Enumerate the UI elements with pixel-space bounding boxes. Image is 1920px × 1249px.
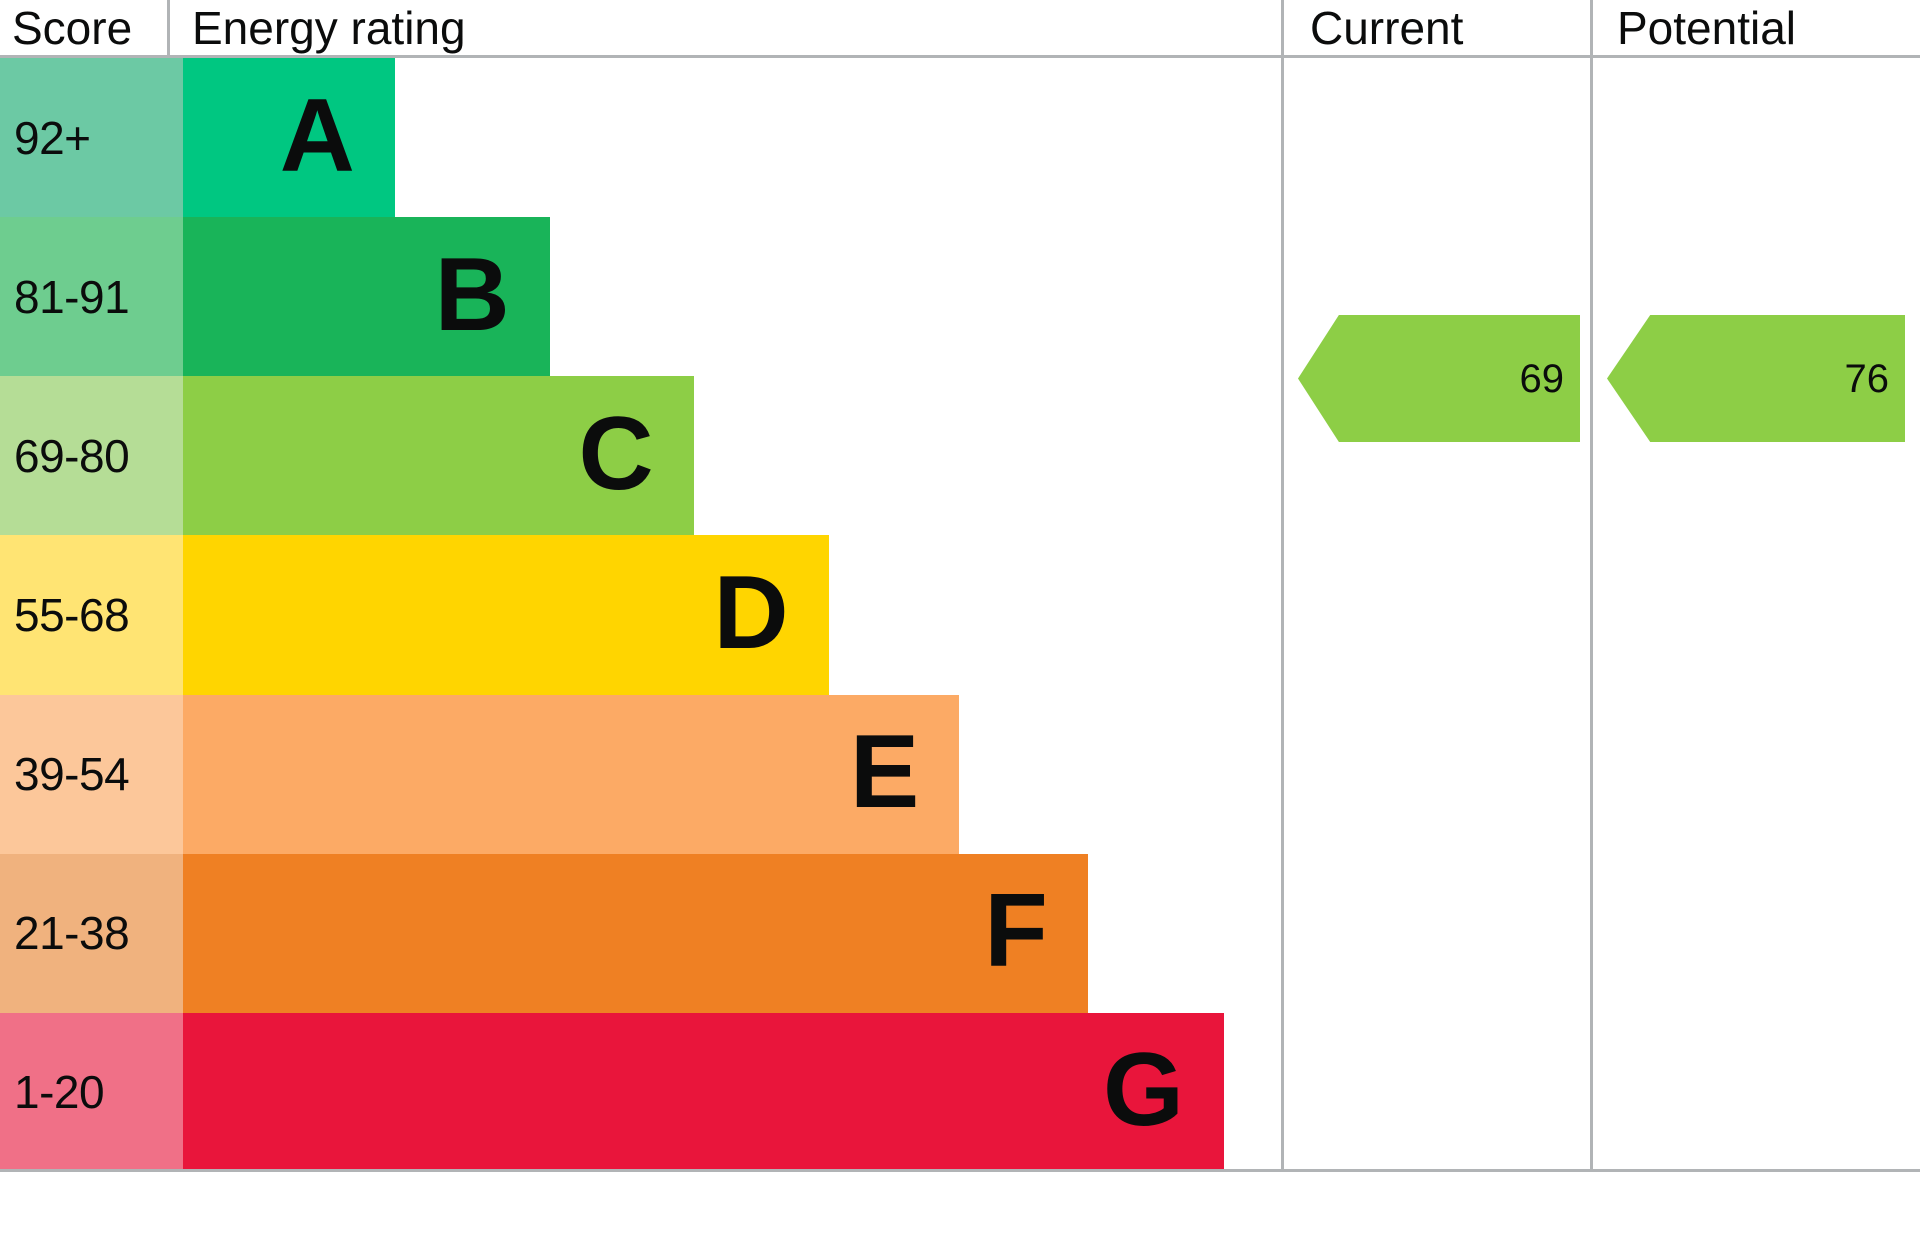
band-row-g: 1-20 G: [0, 1012, 1281, 1172]
band-row-e: 39-54 E: [0, 694, 1281, 854]
band-letter-e: E: [849, 714, 920, 831]
rating-bar-d: D: [183, 535, 829, 695]
current-rating-column: 69: [1281, 58, 1590, 1172]
score-range-c: 69-80: [0, 376, 183, 536]
band-letter-a: A: [279, 77, 355, 194]
potential-rating-value: 76: [1844, 356, 1890, 401]
band-row-b: 81-91 B: [0, 217, 1281, 377]
band-letter-f: F: [984, 873, 1048, 990]
rating-bar-f: F: [183, 853, 1088, 1013]
current-rating-arrow: 69: [1298, 315, 1580, 442]
current-rating-value: 69: [1519, 356, 1565, 401]
band-row-f: 21-38 F: [0, 853, 1281, 1013]
rating-bar-b: B: [183, 217, 550, 377]
band-row-d: 55-68 D: [0, 535, 1281, 695]
header-potential-label: Potential: [1590, 0, 1920, 55]
band-letter-c: C: [578, 395, 654, 512]
chart-bottom-rule: [0, 1169, 1920, 1172]
rating-bar-g: G: [183, 1012, 1224, 1172]
band-letter-g: G: [1102, 1032, 1184, 1149]
header-score-label: Score: [12, 1, 133, 54]
band-letter-b: B: [434, 236, 510, 353]
header-energy-rating-label: Energy rating: [167, 0, 1281, 55]
band-row-a: 92+ A: [0, 58, 1281, 218]
rating-bands-grid: 92+ A 81-91 B 69-80 C 55-68 D 39-54: [0, 58, 1281, 1172]
rating-bar-c: C: [183, 376, 694, 536]
rating-bar-e: E: [183, 694, 960, 854]
score-range-b: 81-91: [0, 217, 183, 377]
score-range-a: 92+: [0, 58, 183, 218]
band-row-c: 69-80 C: [0, 376, 1281, 536]
potential-rating-arrow: 76: [1607, 315, 1905, 442]
score-range-f: 21-38: [0, 853, 183, 1013]
header-current-label: Current: [1281, 0, 1590, 55]
chart-header-row: Score Energy rating Current Potential: [0, 0, 1920, 58]
score-range-e: 39-54: [0, 694, 183, 854]
score-range-d: 55-68: [0, 535, 183, 695]
rating-bar-a: A: [183, 58, 395, 218]
potential-rating-column: 76: [1590, 58, 1920, 1172]
score-range-g: 1-20: [0, 1012, 183, 1172]
band-letter-d: D: [713, 554, 789, 671]
